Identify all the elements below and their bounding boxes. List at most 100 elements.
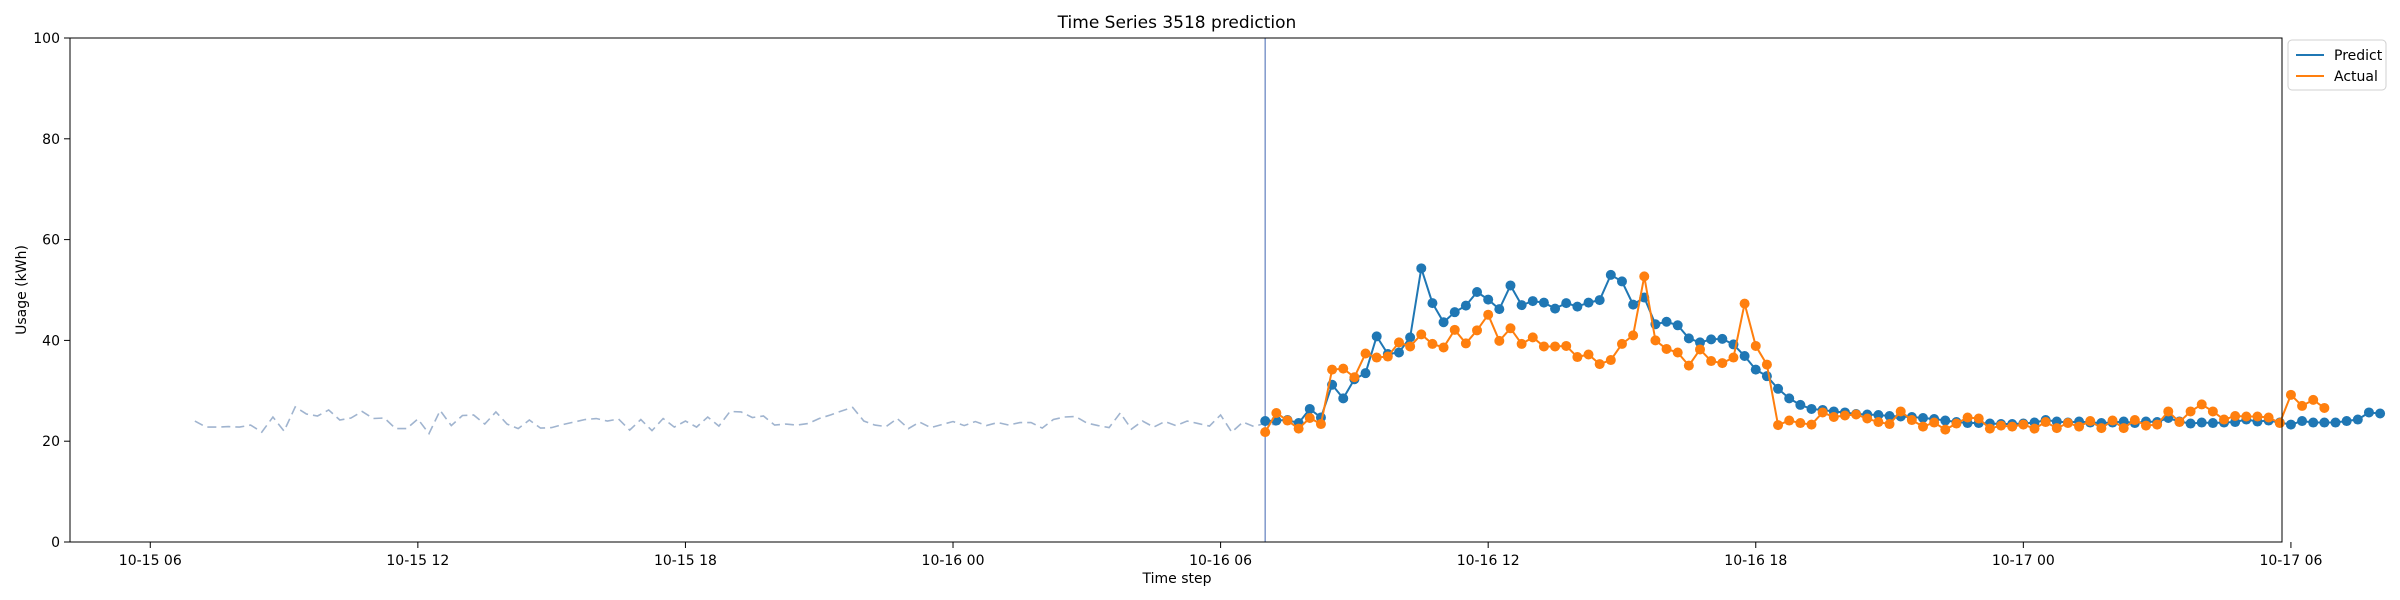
actual-point xyxy=(1304,413,1315,424)
predict-point xyxy=(1661,316,1672,327)
actual-point xyxy=(2085,416,2096,427)
actual-point xyxy=(1550,341,1561,352)
actual-point xyxy=(2107,415,2118,426)
actual-point xyxy=(1940,424,1951,435)
x-tick-label: 10-15 12 xyxy=(386,553,449,569)
actual-point xyxy=(2219,414,2230,425)
y-tick-label: 80 xyxy=(42,132,60,148)
chart-title: Time Series 3518 prediction xyxy=(1057,13,1297,33)
actual-point xyxy=(1405,341,1416,352)
actual-point xyxy=(1962,412,1973,423)
actual-point xyxy=(1460,338,1471,349)
actual-point xyxy=(2062,418,2073,429)
predict-point xyxy=(2375,408,2386,419)
x-axis-label: Time step xyxy=(1142,571,1212,587)
predict-point xyxy=(1416,263,1427,274)
actual-point xyxy=(1505,323,1516,334)
actual-point xyxy=(1828,412,1839,423)
series-layer xyxy=(1260,263,2386,438)
actual-point xyxy=(1695,344,1706,355)
legend-frame xyxy=(2287,39,2387,91)
actual-point xyxy=(2007,421,2018,432)
y-tick-label: 40 xyxy=(42,333,60,349)
predict-point xyxy=(1371,331,1382,342)
actual-point xyxy=(1293,423,1304,434)
actual-point xyxy=(1806,419,1817,430)
actual-point xyxy=(1795,418,1806,429)
actual-point xyxy=(1661,343,1672,354)
predict-point xyxy=(1806,403,1817,414)
actual-point xyxy=(1360,348,1371,359)
y-tick-label: 60 xyxy=(42,233,60,249)
actual-point xyxy=(1650,335,1661,346)
actual-point xyxy=(1527,332,1538,343)
x-tick-label: 10-16 00 xyxy=(922,553,985,569)
actual-point xyxy=(1918,421,1928,432)
actual-point xyxy=(1327,364,1338,375)
actual-point xyxy=(1873,417,1884,428)
actual-point xyxy=(1839,410,1850,421)
actual-point xyxy=(2297,400,2308,411)
history-layer xyxy=(194,405,1277,436)
predict-point xyxy=(1427,298,1438,309)
actual-point xyxy=(1371,352,1382,363)
actual-point xyxy=(2152,419,2163,430)
actual-point xyxy=(2207,406,2218,417)
actual-point xyxy=(2319,402,2330,413)
x-tick-label: 10-15 06 xyxy=(119,553,182,569)
actual-point xyxy=(2018,419,2029,430)
predict-point xyxy=(1393,347,1404,358)
predict-point xyxy=(1605,269,1616,280)
axis-layer: 0 20 40 60 80 100 10-15 06 10-15 12 10-15 18 10-1… xyxy=(33,31,2322,569)
predict-point xyxy=(1527,296,1538,307)
actual-point xyxy=(1472,325,1483,336)
actual-point xyxy=(2252,411,2263,422)
actual-point xyxy=(2308,394,2319,405)
actual-point xyxy=(1382,351,1393,362)
actual-point xyxy=(1884,419,1895,430)
actual-point xyxy=(2174,417,2185,428)
actual-point xyxy=(1427,338,1438,349)
actual-point xyxy=(1393,337,1404,348)
actual-point xyxy=(1717,358,1728,369)
actual-point xyxy=(1761,359,1772,370)
predict-point xyxy=(1405,332,1416,343)
predict-point xyxy=(2207,418,2218,429)
actual-point xyxy=(1538,341,1549,352)
actual-point xyxy=(1750,340,1761,351)
actual-point xyxy=(1817,407,1828,418)
actual-point xyxy=(1282,415,1293,426)
predict-point xyxy=(1873,409,1884,420)
y-tick-label: 20 xyxy=(42,434,60,450)
actual-point xyxy=(1349,372,1360,383)
actual-point xyxy=(2274,418,2285,429)
predict-point xyxy=(1784,393,1795,404)
actual-point xyxy=(1449,324,1460,335)
predict-point xyxy=(1884,411,1895,421)
actual-point xyxy=(1683,360,1694,371)
predict-point xyxy=(2185,418,2196,429)
predict-point xyxy=(2297,416,2308,427)
actual-point xyxy=(2241,411,2252,422)
actual-point xyxy=(1862,413,1873,424)
actual-point xyxy=(1996,420,2007,431)
actual-point xyxy=(1561,340,1572,351)
predict-point xyxy=(1338,393,1349,404)
predict-point xyxy=(1918,413,1928,424)
legend-label-actual: Actual xyxy=(2334,69,2378,85)
actual-point xyxy=(1438,342,1449,353)
predict-point xyxy=(2285,419,2296,430)
actual-point xyxy=(2230,411,2241,421)
history-line xyxy=(194,405,1277,436)
actual-point xyxy=(1929,417,1940,428)
predict-point xyxy=(1550,303,1561,314)
predict-point xyxy=(1483,294,1494,305)
predict-point xyxy=(1505,280,1516,291)
actual-point xyxy=(1516,338,1527,349)
predict-point xyxy=(1449,307,1460,318)
actual-point xyxy=(1706,356,1717,367)
actual-point xyxy=(1728,352,1739,363)
x-tick-label: 10-16 18 xyxy=(1724,553,1787,569)
predict-point xyxy=(1628,299,1639,310)
actual-point xyxy=(1951,418,1962,429)
